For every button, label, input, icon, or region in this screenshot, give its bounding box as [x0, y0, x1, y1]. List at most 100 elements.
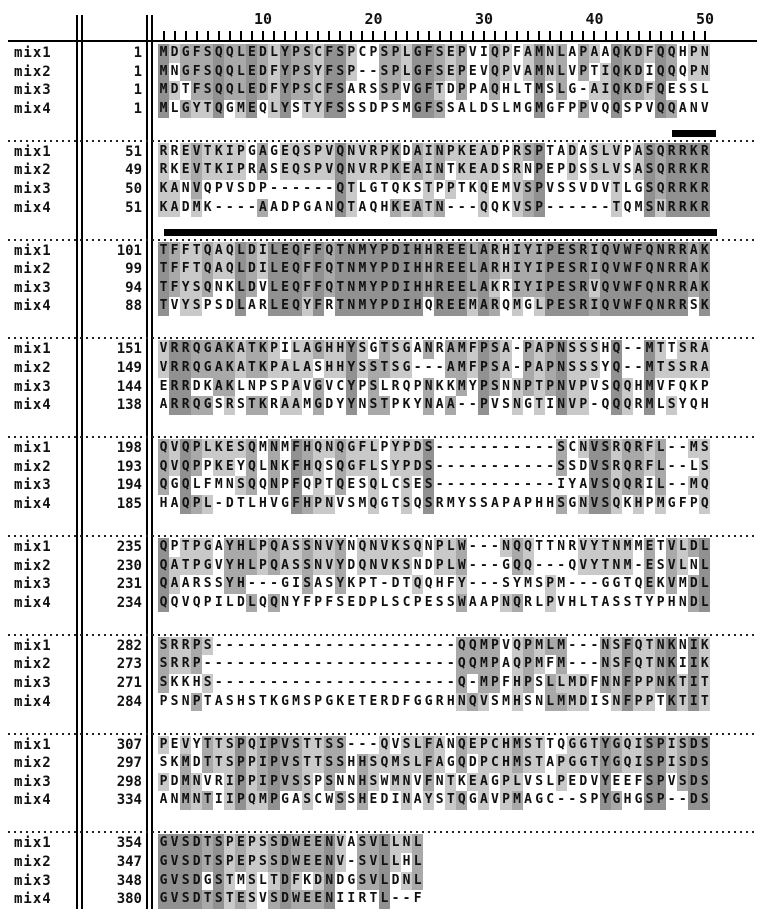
- residue-cell: L: [246, 538, 258, 557]
- ruler-tick: [317, 31, 320, 40]
- residue-cell: N: [336, 773, 345, 789]
- ruler-tick: [449, 31, 452, 40]
- residue-cell: T: [546, 143, 555, 159]
- row-start-number: 94: [125, 279, 142, 296]
- residue-cell: P: [378, 241, 390, 261]
- residue-cell: F: [301, 260, 313, 279]
- residue-cell: L: [467, 278, 479, 298]
- residue-cell: M: [446, 496, 455, 511]
- residue-cell: S: [301, 62, 313, 82]
- residue-cell: Q: [259, 100, 267, 116]
- residue-cell: N: [347, 773, 356, 789]
- residue-cell: -: [479, 458, 488, 474]
- residue-cell: E: [445, 241, 457, 261]
- residue-cell: N: [555, 396, 567, 415]
- residue-cell: -: [435, 458, 444, 474]
- residue-cell: L: [544, 636, 556, 656]
- residue-cell: E: [644, 575, 656, 594]
- residue-cell: P: [290, 44, 302, 63]
- residue-cell: M: [281, 440, 289, 456]
- residue-cell: S: [535, 576, 544, 592]
- residue-cell: L: [290, 359, 302, 378]
- residue-cell: F: [169, 278, 181, 298]
- residue-cell: P: [159, 693, 168, 709]
- residue-cell: L: [235, 260, 247, 279]
- residue-cell: -: [535, 557, 544, 573]
- residue-cell: L: [699, 538, 711, 557]
- residue-cell: T: [202, 791, 214, 810]
- row-name: mix2: [14, 261, 52, 278]
- residue-cell: F: [678, 496, 687, 511]
- residue-cell: L: [268, 99, 280, 119]
- residue-cell: D: [389, 260, 402, 279]
- residue-cell: F: [191, 62, 203, 82]
- residue-cell: P: [434, 556, 446, 576]
- row-name: mix3: [14, 181, 52, 197]
- residue-cell: M: [644, 359, 656, 378]
- residue-cell: -: [468, 458, 477, 474]
- residue-cell: -: [468, 576, 477, 592]
- residue-cell: Q: [213, 99, 225, 119]
- residue-cell: A: [500, 359, 512, 378]
- residue-cell: I: [599, 81, 611, 100]
- residue-cell: D: [279, 890, 291, 909]
- residue-cell: Y: [279, 62, 291, 82]
- residue-cell: R: [259, 298, 267, 314]
- residue-cell: P: [522, 674, 534, 693]
- residue-cell: D: [389, 241, 402, 261]
- residue-cell: Q: [634, 576, 643, 592]
- residue-cell: E: [279, 278, 291, 298]
- residue-cell: Q: [213, 44, 225, 63]
- row-name: mix4: [14, 199, 52, 216]
- residue-cell: Q: [489, 81, 501, 100]
- residue-cell: E: [644, 556, 656, 576]
- residue-cell: F: [513, 45, 521, 60]
- residue-cell: P: [633, 674, 645, 693]
- residue-cell: F: [644, 44, 656, 63]
- residue-cell: I: [214, 594, 223, 610]
- residue-cell: K: [170, 162, 179, 178]
- ruler-tick: [239, 31, 242, 40]
- residue-cell: Q: [224, 260, 236, 279]
- residue-cell: D: [389, 297, 402, 316]
- residue-cell: -: [402, 891, 411, 907]
- residue-cell: A: [270, 199, 278, 215]
- residue-cell: -: [568, 199, 577, 215]
- residue-cell: L: [235, 278, 247, 298]
- residue-cell: G: [158, 871, 170, 891]
- residue-cell: P: [577, 396, 589, 415]
- row-name: mix2: [14, 557, 52, 574]
- residue-cell: V: [610, 260, 622, 279]
- residue-cell: Y: [192, 736, 201, 752]
- residue-cell: N: [434, 198, 446, 218]
- residue-cell: V: [590, 378, 599, 394]
- residue-cell: Q: [412, 538, 424, 557]
- residue-cell: H: [502, 82, 510, 98]
- residue-cell: Q: [689, 397, 698, 413]
- residue-cell: L: [246, 556, 258, 576]
- residue-cell: L: [412, 754, 424, 773]
- residue-cell: G: [303, 199, 312, 215]
- residue-cell: I: [224, 161, 236, 180]
- residue-cell: P: [235, 142, 247, 162]
- residue-cell: Y: [588, 538, 600, 557]
- residue-cell: Q: [268, 538, 280, 557]
- residue-cell: -: [281, 656, 289, 672]
- residue-cell: D: [389, 278, 402, 298]
- residue-cell: W: [456, 538, 468, 557]
- residue-cell: S: [434, 44, 446, 63]
- residue-cell: P: [281, 378, 289, 394]
- residue-cell: P: [700, 378, 709, 394]
- residue-cell: P: [312, 476, 324, 495]
- residue-cell: F: [446, 576, 455, 592]
- residue-cell: N: [434, 142, 446, 162]
- residue-cell: R: [577, 260, 589, 279]
- row-name: mix1: [14, 440, 52, 457]
- residue-cell: -: [214, 637, 223, 653]
- residue-cell: -: [479, 576, 488, 592]
- residue-cell: I: [533, 278, 545, 298]
- row-start-number: 230: [116, 557, 142, 574]
- residue-cell: V: [259, 891, 267, 907]
